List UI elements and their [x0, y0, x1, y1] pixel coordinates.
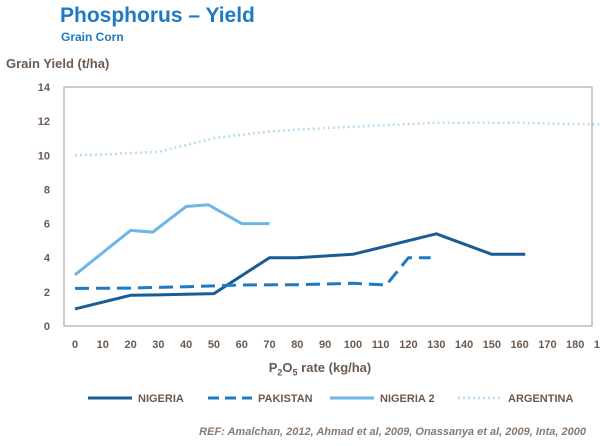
- x-tick-label: 70: [263, 339, 275, 351]
- x-tick-label: 0: [72, 339, 78, 351]
- x-tick-label: 60: [236, 339, 248, 351]
- x-tick-label: 100: [344, 339, 362, 351]
- legend-label: PAKISTAN: [258, 393, 313, 405]
- x-tick-label: 110: [372, 339, 390, 351]
- x-tick-label: 130: [427, 339, 445, 351]
- x-tick-label: 20: [124, 339, 136, 351]
- series-line-pakistan: [74, 256, 431, 290]
- x-tick-label: 30: [152, 339, 164, 351]
- y-tick-label: 4: [44, 253, 51, 265]
- plot-area-frame: [63, 86, 593, 327]
- x-tick-label: 90: [319, 339, 331, 351]
- series-line-nigeria: [74, 232, 526, 311]
- x-axis-label: P2O5 rate (kg/ha): [268, 360, 372, 378]
- x-tick-label: 190: [594, 339, 600, 351]
- x-tick-label: 150: [483, 339, 501, 351]
- legend-label: NIGERIA 2: [380, 393, 435, 405]
- series-line-nigeria-2: [74, 203, 270, 276]
- y-tick-label: 12: [38, 116, 50, 128]
- x-tick-label: 10: [97, 339, 109, 351]
- x-tick-label: 140: [455, 339, 473, 351]
- y-axis-label: Grain Yield (t/ha): [6, 56, 110, 71]
- y-tick-label: 2: [44, 287, 50, 299]
- reference-note: REF: Amalchan, 2012, Ahmad et al, 2009, …: [199, 426, 586, 438]
- chart-subtitle: Grain Corn: [61, 30, 124, 44]
- x-tick-label: 40: [180, 339, 192, 351]
- y-tick-label: 6: [44, 219, 50, 231]
- x-tick-label: 50: [208, 339, 220, 351]
- legend-label: ARGENTINA: [508, 393, 573, 405]
- x-tick-label: 80: [291, 339, 303, 351]
- y-tick-label: 8: [44, 184, 50, 196]
- chart-title: Phosphorus – Yield: [60, 4, 255, 27]
- x-tick-label: 160: [510, 339, 528, 351]
- legend-label: NIGERIA: [138, 393, 184, 405]
- x-tick-label: 120: [399, 339, 417, 351]
- x-tick-label: 170: [538, 339, 556, 351]
- y-tick-label: 0: [44, 321, 50, 333]
- y-tick-label: 10: [38, 150, 50, 162]
- x-tick-label: 180: [566, 339, 584, 351]
- y-tick-label: 14: [38, 82, 51, 94]
- series-line-argentina: [74, 121, 600, 157]
